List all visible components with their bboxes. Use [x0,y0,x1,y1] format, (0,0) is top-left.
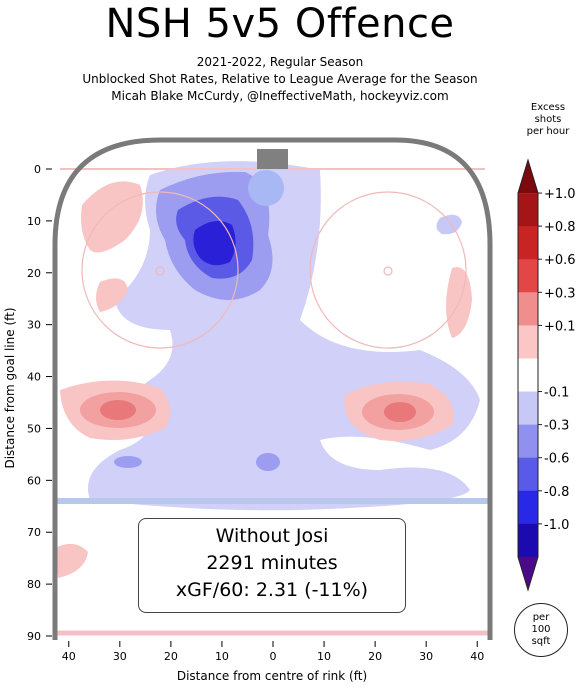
unit-line: per [532,612,550,623]
heat-region-left-point-excess-core [100,400,136,420]
colorbar-segment [518,259,538,293]
rink-markings [52,137,493,640]
colorbar-segment [518,193,538,227]
goal-net [257,149,288,169]
unit-line: sqft [531,636,551,647]
heat-region-right-deficit [436,214,462,235]
y-tick-label: 40 [27,371,41,384]
right-faceoff-dot [383,266,393,276]
left-faceoff-circle [81,191,239,349]
y-tick-label: 90 [27,630,41,643]
colorbar-tick-label: -1.0 [544,518,569,533]
legend-title-line: shots [534,114,562,125]
x-tick-label: 10 [317,650,331,663]
colorbar-tick-label: -0.6 [544,452,569,467]
y-tick-label: 0 [34,163,41,176]
x-tick-label: 0 [270,650,277,663]
colorbar-segment [518,457,538,492]
x-tick-label: 30 [419,650,433,663]
y-tick-label: 60 [27,474,41,487]
colorbar-outline [517,158,539,592]
unit-line: 100 [531,624,551,635]
colorbar-cap-bottom [518,556,538,590]
chart-title: NSH 5v5 Offence [105,1,455,47]
left-faceoff-dot [155,266,165,276]
heat-region-left-wall-excess [96,278,128,312]
colorbar-segment [518,490,538,525]
heat-region-left-neutral-excess [55,543,88,578]
legend-title: Excess shots per hour [514,102,582,138]
rink-boards [52,137,493,640]
colorbar-tick-label: +0.8 [544,220,576,235]
legend-title-line: per hour [526,126,570,137]
unit-badge: per 100 sqft [514,603,568,657]
heat-region-right-point-excess-core [384,402,416,422]
y-tick-label: 80 [27,578,41,591]
colorbar-segment [518,523,538,558]
heat-region-blueline-deficit [114,456,142,468]
heat-region-left-faceoff-excess [81,181,143,253]
colorbar-tick-label: -0.3 [544,419,569,434]
heat-region-light-deficit [88,161,480,511]
colorbar-tick-label: -0.1 [544,386,569,401]
annotation-box: Without Josi 2291 minutes xGF/60: 2.31 (… [138,518,406,613]
colorbar-segment [518,424,538,459]
x-tick-label: 30 [113,650,127,663]
colorbar-segment [518,391,538,426]
colorbar: +1.0 +0.8 +0.6 +0.3 +0.1 -0.1 -0.3 -0.6 -0.8 -1.0 [517,158,576,592]
heat-region-crease-deficit [248,170,284,206]
colorbar-tick-label: +0.6 [544,253,576,268]
annotation-line-minutes: 2291 minutes [206,552,338,574]
annotation-line-player: Without Josi [215,525,329,547]
x-axis: 40 30 20 10 0 10 20 30 40 [62,641,484,663]
x-axis-label: Distance from centre of rink (ft) [177,669,367,683]
colorbar-segment [518,358,538,393]
x-tick-label: 20 [368,650,382,663]
colorbar-cap-top [518,160,538,194]
heat-layer [55,161,480,578]
right-faceoff-circle [309,191,467,349]
x-tick-label: 40 [470,650,484,663]
y-axis: 0 10 20 30 40 50 60 70 80 90 [27,163,52,643]
colorbar-segment [518,325,538,359]
colorbar-segment [518,292,538,326]
annotation-line-xgf: xGF/60: 2.31 (-11%) [175,579,369,601]
x-tick-label: 40 [62,650,76,663]
colorbar-segment [518,226,538,260]
colorbar-tick-label: +0.3 [544,286,576,301]
season-subtitle: 2021-2022, Regular Season [196,55,364,69]
y-tick-label: 30 [27,319,41,332]
heat-region-blueline-deficit [256,453,280,471]
colorbar-tick-label: +1.0 [544,187,576,202]
credit-subtitle: Micah Blake McCurdy, @IneffectiveMath, h… [111,89,449,103]
x-tick-label: 10 [215,650,229,663]
y-axis-label: Distance from goal line (ft) [3,307,17,468]
heat-region-core-deficit [193,221,236,266]
x-tick-label: 20 [164,650,178,663]
y-tick-label: 20 [27,267,41,280]
y-tick-label: 10 [27,215,41,228]
description-subtitle: Unblocked Shot Rates, Relative to League… [82,72,478,86]
legend-title-line: Excess [530,102,566,113]
colorbar-tick-label: -0.8 [544,485,569,500]
y-tick-label: 70 [27,526,41,539]
y-tick-label: 50 [27,422,41,435]
colorbar-tick-label: +0.1 [544,319,576,334]
